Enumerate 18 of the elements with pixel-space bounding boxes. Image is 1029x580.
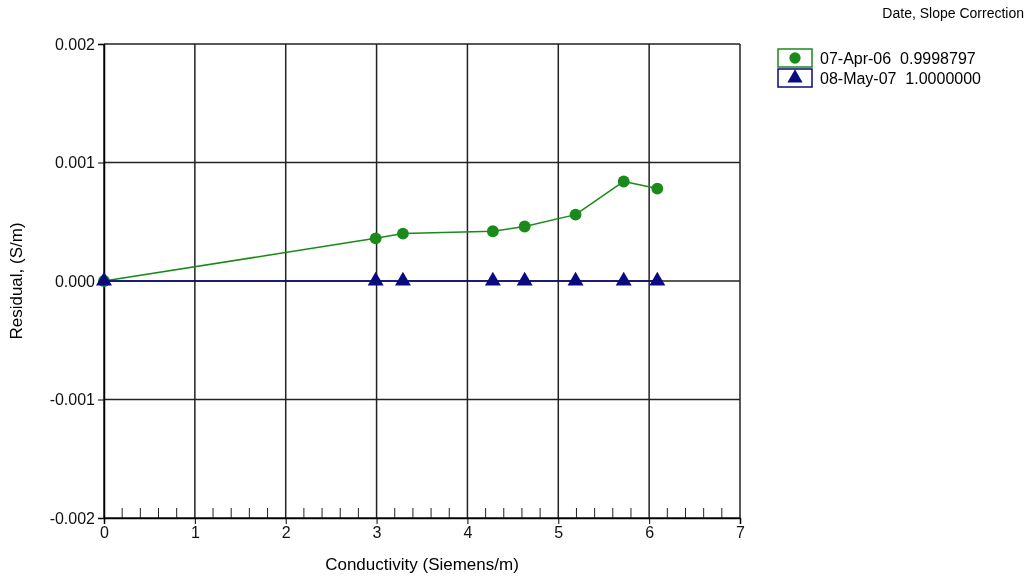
x-tick-label: 3 — [372, 524, 382, 542]
y-tick-label: -0.002 — [49, 509, 96, 527]
y-tick-label: -0.001 — [49, 391, 96, 409]
legend-label: 07-Apr-06 0.9998797 — [820, 50, 976, 67]
y-axis-title: Residual, (S/m) — [7, 222, 26, 340]
x-tick-label: 0 — [100, 524, 110, 542]
legend-title: Date, Slope Correction — [882, 5, 1024, 21]
legend-label: 08-May-07 1.0000000 — [820, 70, 982, 87]
x-tick-label: 6 — [645, 524, 655, 542]
y-tick-label: 0.000 — [54, 272, 96, 290]
y-tick-label: 0.001 — [54, 154, 96, 172]
x-tick-label: 2 — [281, 524, 291, 542]
y-tick-label: 0.002 — [54, 35, 96, 53]
x-tick-label: 4 — [463, 524, 473, 542]
x-axis-title: Conductivity (Siemens/m) — [325, 555, 519, 574]
x-tick-label: 5 — [554, 524, 564, 542]
x-tick-label: 7 — [736, 524, 746, 542]
x-tick-label: 1 — [190, 524, 200, 542]
